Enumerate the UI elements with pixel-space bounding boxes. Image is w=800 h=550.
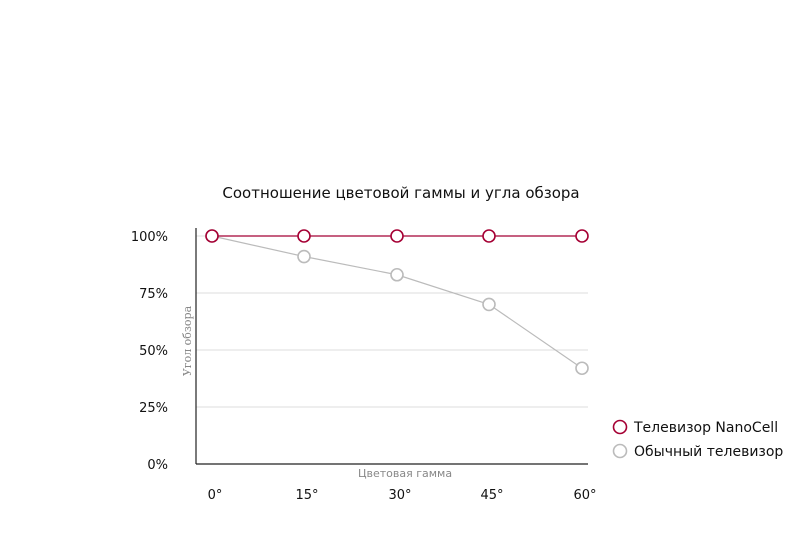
legend-item: Обычный телевизор	[612, 443, 783, 460]
x-tick-label: 0°	[208, 488, 223, 503]
legend: Телевизор NanoCell Обычный телевизор	[612, 419, 783, 460]
y-tick-label: 100%	[131, 230, 168, 245]
legend-marker	[612, 419, 628, 435]
x-tick-label: 45°	[480, 488, 503, 503]
data-point	[575, 229, 589, 243]
series	[205, 229, 589, 376]
data-point	[297, 249, 311, 264]
data-point	[297, 229, 311, 243]
data-point	[390, 267, 404, 282]
x-tick-label: 15°	[295, 488, 318, 503]
data-point	[205, 229, 219, 243]
axes	[195, 228, 588, 465]
y-axis-label: Угол обзора	[181, 305, 194, 376]
y-tick-label: 25%	[139, 401, 168, 416]
x-axis-label: Цветовая гамма	[358, 467, 452, 480]
x-tick-labels: 0° 15° 30° 45° 60°	[208, 488, 597, 503]
series-line	[211, 235, 583, 369]
x-tick-label: 30°	[388, 488, 411, 503]
y-tick-label: 50%	[139, 344, 168, 359]
chart-title: Соотношение цветовой гаммы и угла обзора	[222, 184, 579, 202]
series-1	[205, 229, 589, 376]
grid	[196, 235, 588, 408]
data-point	[482, 297, 496, 312]
y-tick-label: 75%	[139, 287, 168, 302]
series-0	[205, 229, 589, 243]
legend-label: Обычный телевизор	[634, 444, 783, 460]
legend-item: Телевизор NanoCell	[612, 419, 778, 436]
x-tick-label: 60°	[573, 488, 596, 503]
data-point	[482, 229, 496, 243]
legend-label: Телевизор NanoCell	[633, 420, 778, 436]
data-point	[390, 229, 404, 243]
y-tick-labels: 100% 75% 50% 25% 0%	[131, 230, 168, 473]
data-point	[575, 361, 589, 376]
y-tick-label: 0%	[147, 458, 168, 473]
legend-marker	[612, 443, 628, 459]
